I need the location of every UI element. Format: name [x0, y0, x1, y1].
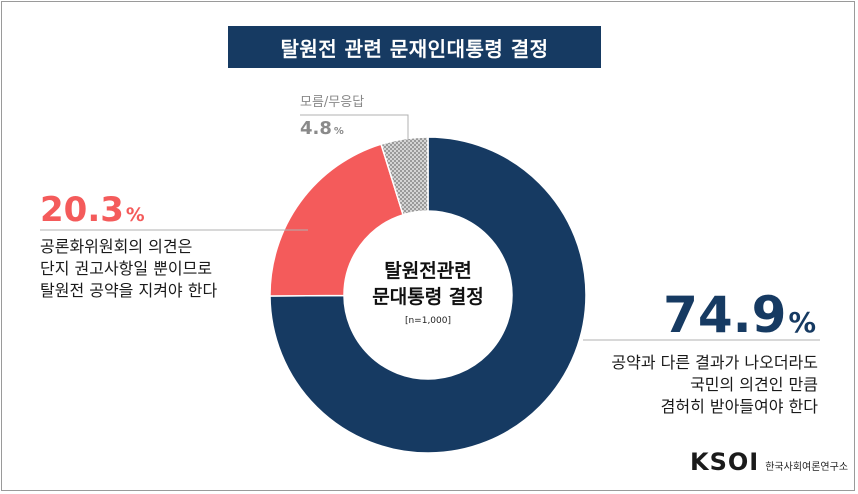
donut-slice-b [269, 143, 404, 297]
logo-text: 한국사회여론연구소 [765, 461, 849, 473]
slice-a-desc-line3: 겸허히 받아들여야 한다 [660, 397, 818, 416]
ksoi-logo: KSOI 한국사회여론연구소 [690, 448, 848, 476]
logo-mark: KSOI [690, 448, 760, 476]
slice-a-percent: 74.9% [663, 286, 816, 344]
slice-a-description: 공약과 다른 결과가 나오더라도 국민의 의견인 만큼 겸허히 받아들여야 한다 [611, 352, 818, 418]
slice-c-percent: 4.8% [300, 118, 344, 139]
center-title-line1: 탈원전관련 [384, 260, 472, 282]
slice-c-name: 모름/무응답 [300, 95, 365, 110]
donut-slice-a [269, 136, 587, 454]
slice-a-desc-line1: 공약과 다른 결과가 나오더라도 [611, 353, 818, 372]
center-title-line2: 문대통령 결정 [372, 286, 484, 308]
center-title: 탈원전관련 문대통령 결정 [348, 258, 508, 310]
donut-slice-c [380, 136, 429, 216]
slice-b-desc-line3: 탈원전 공약을 지켜야 한다 [40, 281, 218, 300]
slice-b-desc-line2: 단지 권고사항일 뿐이므로 [40, 259, 213, 278]
slice-b-desc-line1: 공론화위원회의 의견은 [40, 237, 193, 256]
chart-title: 탈원전 관련 문재인대통령 결정 [228, 26, 601, 68]
slice-a-desc-line2: 국민의 의견인 만큼 [690, 375, 818, 394]
leader-line-c [300, 114, 409, 163]
slice-b-percent: 20.3% [40, 190, 145, 230]
slice-b-description: 공론화위원회의 의견은 단지 권고사항일 뿐이므로 탈원전 공약을 지켜야 한다 [40, 236, 217, 302]
sample-size: [n=1,000] [404, 316, 452, 326]
